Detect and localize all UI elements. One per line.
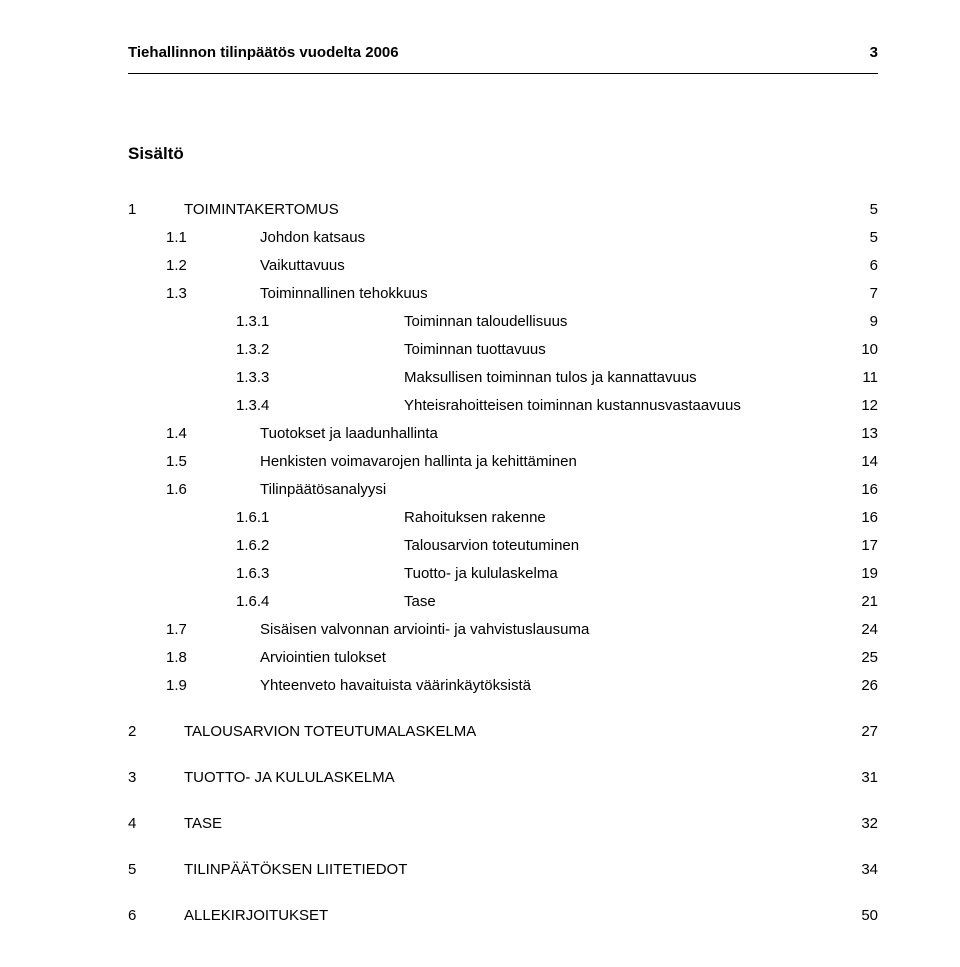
toc-page: 24 <box>838 618 878 642</box>
toc-number: 2 <box>128 720 184 744</box>
toc-number: 1.4 <box>128 422 260 446</box>
toc-text: TUOTTO- JA KULULASKELMA <box>184 766 838 790</box>
toc-page: 26 <box>838 674 878 698</box>
toc-text: Arviointien tulokset <box>260 646 838 670</box>
toc-text: Yhteisrahoitteisen toiminnan kustannusva… <box>404 394 838 418</box>
toc-number: 1.3 <box>128 282 260 306</box>
toc-text: Henkisten voimavarojen hallinta ja kehit… <box>260 450 838 474</box>
toc-page: 19 <box>838 562 878 586</box>
toc-page: 9 <box>838 310 878 334</box>
toc-page: 27 <box>838 720 878 744</box>
toc-page: 5 <box>838 226 878 250</box>
toc-text: TASE <box>184 812 838 836</box>
toc-row: 1.7Sisäisen valvonnan arviointi- ja vahv… <box>128 618 878 642</box>
toc-page: 34 <box>838 858 878 882</box>
toc-number: 1 <box>128 198 184 222</box>
header-rule <box>128 73 878 74</box>
toc-page: 32 <box>838 812 878 836</box>
toc-page: 5 <box>838 198 878 222</box>
table-of-contents: 1TOIMINTAKERTOMUS51.1Johdon katsaus51.2V… <box>128 198 878 928</box>
toc-page: 10 <box>838 338 878 362</box>
toc-row: 1.3.4Yhteisrahoitteisen toiminnan kustan… <box>128 394 878 418</box>
toc-text: Rahoituksen rakenne <box>404 506 838 530</box>
toc-row: 3TUOTTO- JA KULULASKELMA31 <box>128 766 878 790</box>
toc-text: Toiminnan tuottavuus <box>404 338 838 362</box>
toc-page: 11 <box>838 366 878 390</box>
toc-page: 14 <box>838 450 878 474</box>
toc-page: 13 <box>838 422 878 446</box>
toc-page: 50 <box>838 904 878 928</box>
toc-text: Vaikuttavuus <box>260 254 838 278</box>
toc-number: 1.6.1 <box>128 506 404 530</box>
toc-row: 1.2Vaikuttavuus6 <box>128 254 878 278</box>
toc-page: 17 <box>838 534 878 558</box>
toc-text: Tuotokset ja laadunhallinta <box>260 422 838 446</box>
toc-text: ALLEKIRJOITUKSET <box>184 904 838 928</box>
page-title: Sisältö <box>128 144 878 164</box>
toc-row: 1.6.4Tase21 <box>128 590 878 614</box>
toc-number: 1.7 <box>128 618 260 642</box>
toc-text: Talousarvion toteutuminen <box>404 534 838 558</box>
toc-text: Toiminnan taloudellisuus <box>404 310 838 334</box>
toc-row: 1.3Toiminnallinen tehokkuus7 <box>128 282 878 306</box>
toc-number: 1.3.1 <box>128 310 404 334</box>
toc-row: 1.6.3Tuotto- ja kululaskelma19 <box>128 562 878 586</box>
toc-row: 1.3.1Toiminnan taloudellisuus9 <box>128 310 878 334</box>
toc-page: 16 <box>838 478 878 502</box>
toc-number: 1.2 <box>128 254 260 278</box>
toc-number: 1.6.3 <box>128 562 404 586</box>
toc-number: 1.6 <box>128 478 260 502</box>
toc-page: 31 <box>838 766 878 790</box>
toc-page: 6 <box>838 254 878 278</box>
toc-text: Yhteenveto havaituista väärinkäytöksistä <box>260 674 838 698</box>
toc-row: 1.6.1Rahoituksen rakenne16 <box>128 506 878 530</box>
page-container: Tiehallinnon tilinpäätös vuodelta 2006 3… <box>0 0 960 967</box>
toc-row: 1TOIMINTAKERTOMUS5 <box>128 198 878 222</box>
toc-number: 1.3.2 <box>128 338 404 362</box>
toc-row: 1.6Tilinpäätösanalyysi16 <box>128 478 878 502</box>
toc-page: 7 <box>838 282 878 306</box>
toc-row: 1.6.2Talousarvion toteutuminen17 <box>128 534 878 558</box>
toc-text: Tuotto- ja kululaskelma <box>404 562 838 586</box>
toc-number: 1.9 <box>128 674 260 698</box>
toc-row: 1.4Tuotokset ja laadunhallinta13 <box>128 422 878 446</box>
toc-number: 1.6.2 <box>128 534 404 558</box>
toc-row: 2TALOUSARVION TOTEUTUMALASKELMA27 <box>128 720 878 744</box>
toc-text: Tase <box>404 590 838 614</box>
toc-row: 1.9Yhteenveto havaituista väärinkäytöksi… <box>128 674 878 698</box>
toc-page: 16 <box>838 506 878 530</box>
toc-text: Maksullisen toiminnan tulos ja kannattav… <box>404 366 838 390</box>
toc-number: 3 <box>128 766 184 790</box>
toc-row: 1.1Johdon katsaus5 <box>128 226 878 250</box>
toc-row: 4TASE32 <box>128 812 878 836</box>
running-header: Tiehallinnon tilinpäätös vuodelta 2006 3 <box>128 44 878 61</box>
toc-text: TOIMINTAKERTOMUS <box>184 198 838 222</box>
toc-number: 5 <box>128 858 184 882</box>
toc-row: 1.5Henkisten voimavarojen hallinta ja ke… <box>128 450 878 474</box>
toc-page: 25 <box>838 646 878 670</box>
toc-number: 1.6.4 <box>128 590 404 614</box>
toc-text: Johdon katsaus <box>260 226 838 250</box>
toc-page: 21 <box>838 590 878 614</box>
toc-text: Sisäisen valvonnan arviointi- ja vahvist… <box>260 618 838 642</box>
toc-number: 1.8 <box>128 646 260 670</box>
toc-number: 1.3.3 <box>128 366 404 390</box>
toc-row: 1.8Arviointien tulokset25 <box>128 646 878 670</box>
toc-text: TILINPÄÄTÖKSEN LIITETIEDOT <box>184 858 838 882</box>
toc-number: 4 <box>128 812 184 836</box>
toc-page: 12 <box>838 394 878 418</box>
toc-row: 1.3.2Toiminnan tuottavuus10 <box>128 338 878 362</box>
toc-number: 6 <box>128 904 184 928</box>
header-page-number: 3 <box>870 44 878 61</box>
header-title: Tiehallinnon tilinpäätös vuodelta 2006 <box>128 44 399 61</box>
toc-row: 6ALLEKIRJOITUKSET50 <box>128 904 878 928</box>
toc-text: Tilinpäätösanalyysi <box>260 478 838 502</box>
toc-row: 5TILINPÄÄTÖKSEN LIITETIEDOT34 <box>128 858 878 882</box>
toc-number: 1.5 <box>128 450 260 474</box>
toc-number: 1.3.4 <box>128 394 404 418</box>
toc-text: Toiminnallinen tehokkuus <box>260 282 838 306</box>
toc-row: 1.3.3Maksullisen toiminnan tulos ja kann… <box>128 366 878 390</box>
toc-number: 1.1 <box>128 226 260 250</box>
toc-text: TALOUSARVION TOTEUTUMALASKELMA <box>184 720 838 744</box>
